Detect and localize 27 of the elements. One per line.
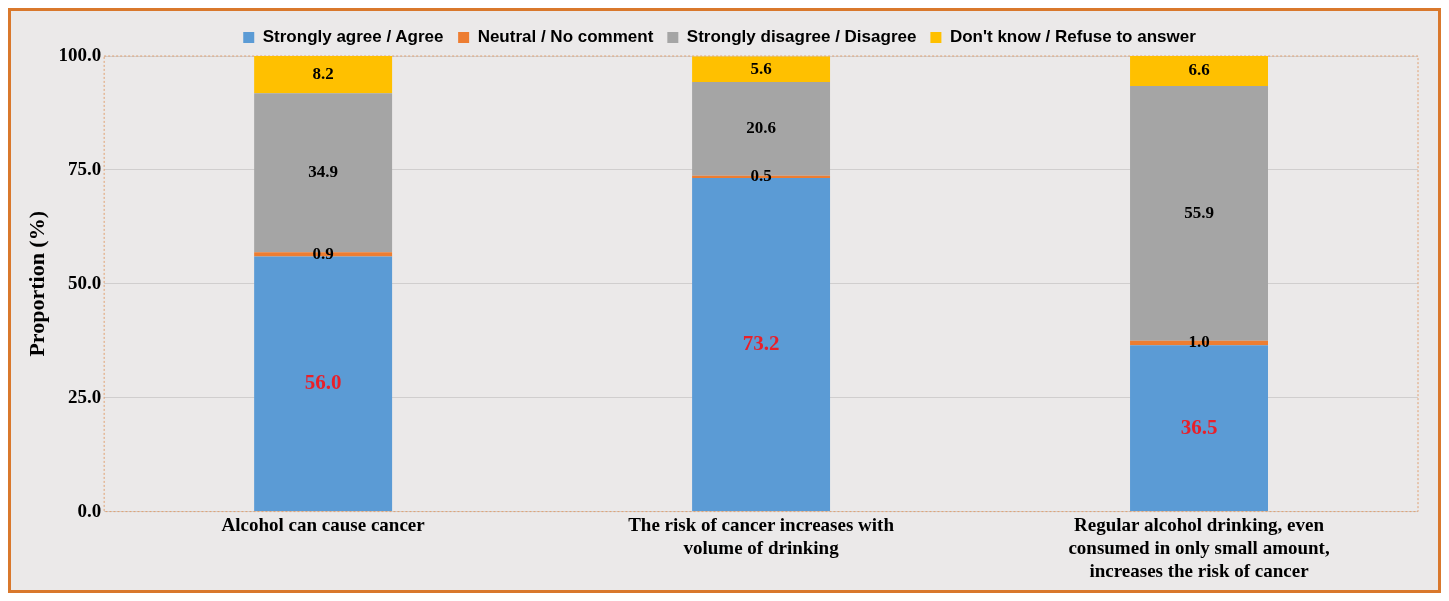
bar bbox=[1130, 56, 1268, 87]
data-label: 55.9 bbox=[1184, 202, 1214, 222]
data-label: 20.6 bbox=[746, 118, 776, 138]
y-tick-label: 0.0 bbox=[77, 499, 102, 521]
legend-label: Strongly agree / Agree bbox=[262, 27, 444, 47]
legend-label: Don't know / Refuse to answer bbox=[949, 27, 1197, 47]
bar bbox=[692, 56, 831, 82]
y-tick-label: 100.0 bbox=[58, 43, 102, 65]
legend-label: Strongly disagree / Disagree bbox=[686, 27, 917, 47]
x-tick-label: The risk of cancer increases with volume of drinking bbox=[628, 513, 895, 558]
data-label: 6.6 bbox=[1188, 60, 1210, 80]
bar bbox=[1130, 345, 1268, 512]
y-tick-label: 75.0 bbox=[67, 157, 102, 179]
y-axis-title: Proportion (%) bbox=[23, 210, 49, 357]
data-label: 34.9 bbox=[308, 162, 338, 182]
x-tick-label: Alcohol can cause cancer bbox=[221, 513, 426, 535]
data-label: 1.0 bbox=[1188, 332, 1210, 352]
data-label: 5.6 bbox=[750, 58, 772, 78]
legend-label: Neutral / No comment bbox=[477, 27, 654, 47]
data-label: 73.2 bbox=[742, 331, 780, 356]
x-tick-label: Regular alcohol drinking, even consumed in only small amount, increases the risk of cancer bbox=[1068, 513, 1330, 581]
data-label: 36.5 bbox=[1180, 414, 1218, 439]
y-tick-label: 50.0 bbox=[67, 271, 102, 293]
data-label: 8.2 bbox=[312, 64, 334, 84]
bar bbox=[254, 56, 393, 94]
y-tick-label: 25.0 bbox=[67, 385, 102, 407]
data-label: 56.0 bbox=[304, 370, 342, 395]
